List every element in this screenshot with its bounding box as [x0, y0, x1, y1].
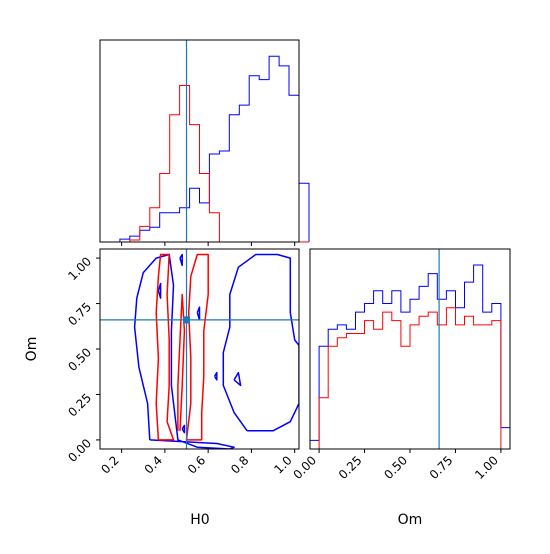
truth-marker: [183, 316, 191, 324]
h0-histogram-frame: [99, 39, 300, 243]
contour-series-1-level-4: [213, 371, 218, 381]
h0-histogram-series-2: [100, 85, 309, 243]
contour-series-1-level-3: [196, 306, 201, 321]
panel-h0-om-contour: 0.2 0.4 0.6 0.8 1.00.000.250.500.751.00: [65, 248, 300, 477]
h0-histogram-series-1: [100, 55, 310, 243]
joint-xtick-label: 0.4: [142, 453, 165, 476]
panel-om-histogram: 0.00 0.25 0.50 0.75 1.00: [290, 248, 511, 482]
joint-ytick-label: 0.50: [65, 345, 94, 374]
x-axis-label-h0: H0: [190, 512, 209, 528]
contour-layer: [133, 253, 299, 449]
contour-series-2-level-2: [185, 253, 209, 441]
contour-series-1-level-6: [157, 282, 162, 299]
om-histogram-frame: [309, 248, 511, 450]
om-histogram-series-1: [309, 264, 511, 449]
contour-series-1-level-8: [181, 424, 186, 434]
joint-frame: [99, 248, 300, 450]
om-hist-xtick-label: 0.00: [290, 453, 319, 482]
contour-series-1-level-1: [133, 253, 235, 449]
contour-series-1-level-5: [233, 371, 242, 387]
contour-series-2-level-1: [155, 253, 175, 441]
joint-xtick-label: 0.6: [185, 453, 208, 476]
joint-ytick-label: 0.75: [65, 300, 94, 329]
joint-xtick-label: 0.8: [228, 453, 251, 476]
contour-series-1-level-2: [222, 253, 299, 432]
joint-ytick-label: 0.00: [65, 436, 94, 465]
om-hist-xtick-label: 0.25: [336, 453, 365, 482]
joint-xtick-label: 0.2: [98, 453, 121, 476]
joint-ytick-label: 0.25: [65, 391, 94, 420]
om-histogram-series-2: [310, 307, 510, 450]
y-axis-label-om: Om: [24, 337, 40, 362]
panel-h0-histogram: [99, 39, 310, 246]
om-hist-xtick-label: 1.00: [472, 453, 501, 482]
om-hist-xtick-label: 0.75: [427, 453, 456, 482]
contour-series-2-level-3: [177, 293, 186, 431]
x-axis-label-om: Om: [398, 512, 423, 528]
om-hist-xtick-label: 0.50: [381, 453, 410, 482]
contour-series-1-level-7: [179, 253, 183, 267]
joint-ytick-label: 1.00: [65, 254, 94, 283]
